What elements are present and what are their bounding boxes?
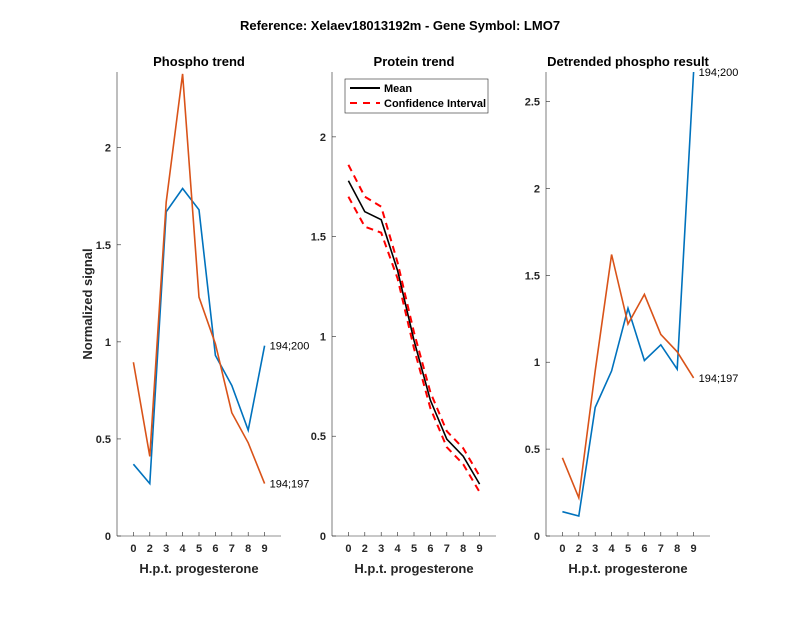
x-tick-label: 9: [477, 543, 483, 555]
x-axis-label: H.p.t. progesterone: [354, 561, 473, 576]
y-tick-label: 1: [105, 337, 111, 349]
x-tick-label: 3: [163, 543, 169, 555]
panel-title: Protein trend: [374, 54, 455, 69]
series-line-194-197: [561, 254, 695, 501]
y-tick-label: 0.5: [96, 434, 111, 446]
series-end-label: 194;200: [270, 341, 310, 353]
series-end-label: 194;197: [270, 479, 310, 491]
figure-suptitle: Reference: Xelaev18013192m - Gene Symbol…: [240, 18, 560, 33]
x-tick-label: 6: [427, 543, 433, 555]
y-tick-label: 1.5: [311, 232, 326, 244]
y-tick-label: 1: [534, 357, 540, 369]
y-tick-label: 2.5: [525, 97, 540, 109]
x-tick-label: 3: [378, 543, 384, 555]
x-tick-label: 2: [576, 543, 582, 555]
series-line-194-200: [562, 71, 695, 517]
series-line-194-200: [132, 187, 266, 486]
x-tick-label: 4: [609, 543, 616, 555]
panel-title: Phospho trend: [153, 54, 245, 69]
legend-mean-label: Mean: [384, 83, 412, 95]
y-tick-label: 0: [320, 531, 326, 543]
legend-box: [344, 78, 489, 114]
x-tick-label: 6: [641, 543, 647, 555]
series-end-label: 194;197: [699, 373, 739, 385]
y-tick-label: 0.5: [525, 444, 540, 456]
y-tick-label: 0: [105, 531, 111, 543]
x-tick-label: 5: [411, 543, 417, 555]
y-tick-label: 0: [534, 531, 540, 543]
panel-detrended-phospho: Detrended phospho result H.p.t. progeste…: [525, 54, 739, 576]
y-tick-label: 2: [320, 132, 326, 144]
x-tick-label: 0: [345, 543, 351, 555]
series-line-confidence-interval-upper: [347, 164, 481, 477]
panel-title: Detrended phospho result: [547, 54, 709, 69]
x-tick-label: 2: [147, 543, 153, 555]
x-tick-label: 5: [196, 543, 202, 555]
series-line-mean: [347, 180, 481, 485]
x-tick-label: 8: [460, 543, 466, 555]
x-tick-label: 3: [592, 543, 598, 555]
x-tick-label: 5: [625, 543, 631, 555]
x-tick-label: 6: [212, 543, 218, 555]
series-line-194-197: [132, 73, 266, 484]
x-tick-label: 0: [130, 543, 136, 555]
x-tick-label: 2: [362, 543, 368, 555]
x-axis-label: H.p.t. progesterone: [568, 561, 687, 576]
legend: Mean Confidence Interval: [344, 78, 489, 114]
x-tick-label: 7: [444, 543, 450, 555]
y-tick-label: 0.5: [311, 431, 326, 443]
legend-ci-label: Confidence Interval: [384, 98, 486, 110]
x-tick-label: 0: [559, 543, 565, 555]
y-tick-label: 2: [105, 143, 111, 155]
x-tick-label: 7: [229, 543, 235, 555]
series-line-confidence-interval-lower: [347, 196, 481, 493]
panel-protein-trend: Protein trend H.p.t. progesterone 0 0.5 1 1…: [311, 54, 496, 576]
x-tick-label: 9: [691, 543, 697, 555]
x-axis-label: H.p.t. progesterone: [139, 561, 258, 576]
y-tick-label: 1.5: [96, 240, 111, 252]
panel-phospho-trend: Phospho trend H.p.t. progesterone Normal…: [80, 54, 309, 576]
x-tick-label: 7: [658, 543, 664, 555]
y-tick-label: 1: [320, 331, 326, 343]
x-tick-label: 4: [395, 543, 402, 555]
x-tick-label: 8: [245, 543, 251, 555]
x-tick-label: 4: [180, 543, 187, 555]
series-end-label: 194;200: [699, 67, 739, 79]
y-axis-label: Normalized signal: [80, 248, 95, 359]
y-tick-label: 1.5: [525, 270, 540, 282]
x-tick-label: 9: [262, 543, 268, 555]
x-tick-label: 8: [674, 543, 680, 555]
y-tick-label: 2: [534, 183, 540, 195]
